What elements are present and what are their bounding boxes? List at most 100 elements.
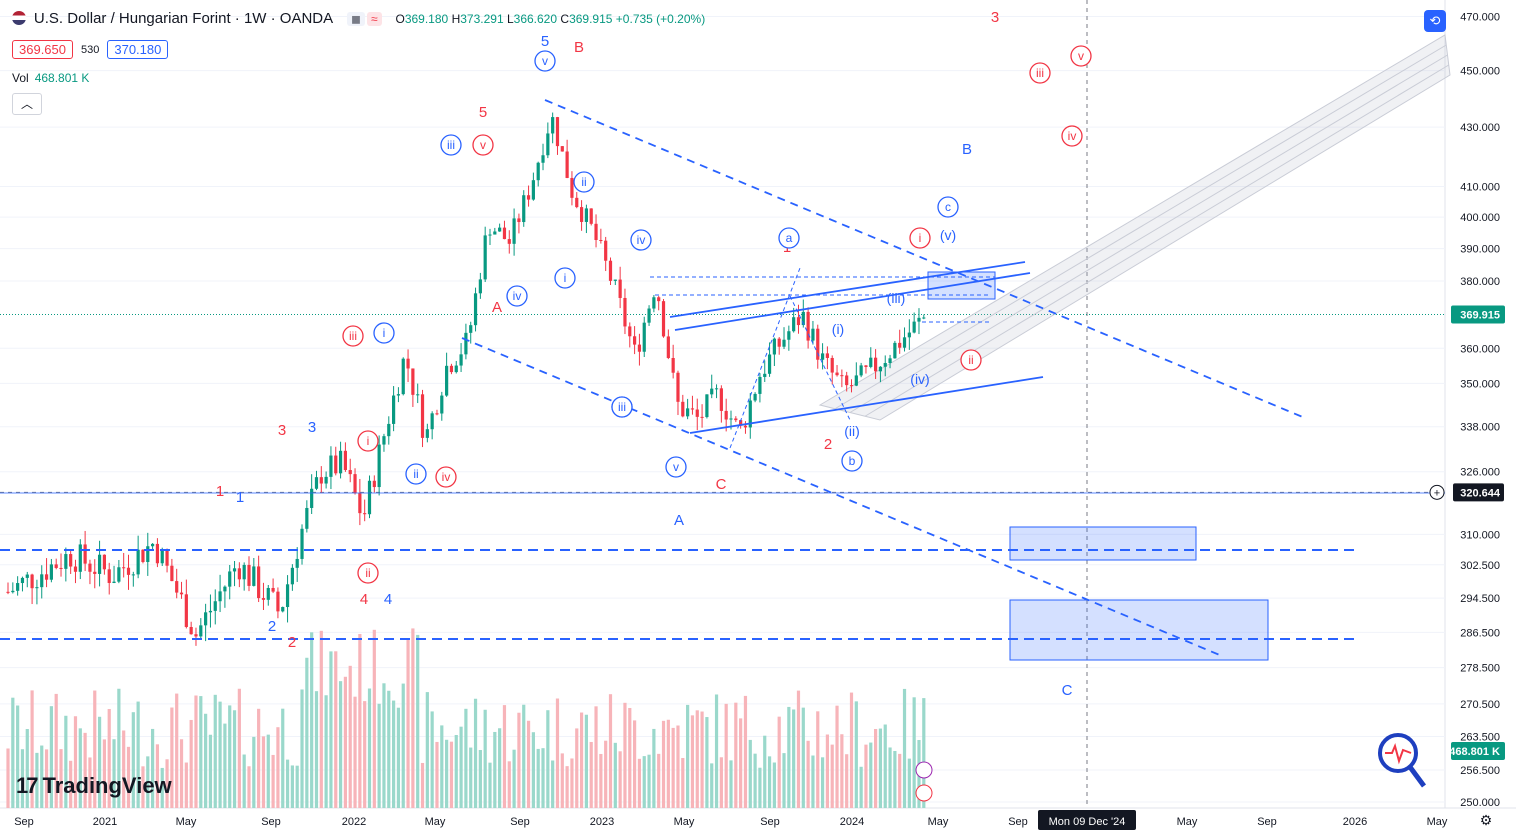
volume-bar (218, 701, 222, 808)
wave-circle (1070, 45, 1092, 67)
candle-body (753, 393, 757, 401)
wave-label: iv (513, 289, 522, 303)
candle-body (285, 584, 290, 608)
crosshair-price-box (1453, 483, 1504, 502)
volume-bar (329, 651, 333, 808)
wave-label: i (367, 434, 370, 448)
time-tick-label: Sep (760, 816, 780, 828)
gear-icon[interactable]: ⚙ (1479, 812, 1493, 828)
search-icon (1378, 733, 1418, 773)
time-tick-label: 2026 (1343, 816, 1367, 828)
auto-scale-icon[interactable]: ⟲ (1424, 10, 1446, 32)
time-axis[interactable]: Sep 2021 May Sep 2022 May Sep 2023 May Sep 2024 May… (14, 810, 1448, 830)
volume-bar (122, 730, 126, 808)
candle-body (657, 297, 661, 302)
candle-body (281, 607, 285, 612)
candle-body (117, 567, 121, 582)
symbol-title[interactable]: U.S. Dollar / Hungarian Forint · 1W · OA… (33, 10, 334, 27)
candle-body (266, 587, 270, 600)
candle-body (367, 480, 372, 515)
volume-bar (49, 706, 53, 808)
volume-bar (686, 704, 690, 808)
price-axis[interactable]: 470.000 450.000 430.000 410.000 400.000 390.0… (1429, 12, 1505, 810)
candle-body (743, 425, 748, 428)
candle-body (555, 117, 560, 147)
volume-bar (454, 734, 458, 808)
wave-label: iii (447, 138, 455, 152)
candle-body (223, 586, 227, 592)
chevron-up-icon[interactable]: ︿ (12, 93, 42, 115)
time-tick-label: Sep (1257, 816, 1277, 828)
price-tick-label: 390.000 (1460, 244, 1500, 256)
volume-bar (589, 741, 593, 808)
candle-body (112, 581, 116, 583)
time-tick-label: 2024 (840, 816, 864, 828)
volume-bar (392, 700, 396, 808)
candle-body (440, 395, 444, 414)
tradingview-logo[interactable]: 17 TradingView (16, 773, 172, 798)
wave-label: v (480, 138, 486, 152)
wave-label: C (1062, 682, 1073, 699)
volume-bar (710, 763, 714, 808)
sell-button[interactable]: 369.650 (12, 40, 73, 59)
volume-bar (449, 741, 454, 808)
candle-body (575, 197, 579, 208)
price-tick-label: 380.000 (1460, 276, 1500, 288)
wave-label: 5 (541, 33, 549, 50)
volume-bar (777, 716, 781, 808)
volume-bar (367, 688, 372, 808)
volume-bar (411, 628, 415, 808)
wave-circle (909, 227, 931, 249)
buy-button[interactable]: 370.180 (107, 40, 169, 59)
volume-bar (835, 705, 839, 808)
volume-bar (633, 720, 637, 808)
wave-label: v (673, 460, 679, 474)
volume-bar (112, 739, 116, 808)
price-tick-label: 256.500 (1460, 765, 1500, 777)
volume-bar (493, 731, 497, 808)
candle-body (416, 394, 420, 396)
candle-body (724, 410, 728, 420)
wave-label: A (674, 512, 684, 529)
candle-body (107, 569, 111, 583)
crosshair-price-label: 320.644 (1460, 487, 1501, 499)
volume-bar (416, 634, 420, 808)
volume-bar (849, 692, 854, 808)
volume-bar (628, 707, 632, 808)
trend-line (461, 337, 1223, 657)
candle-body (170, 565, 174, 582)
candle-body (59, 567, 63, 569)
volume-bar (204, 713, 208, 808)
wave-circle (534, 50, 556, 72)
volume-bar (483, 709, 487, 808)
volume-bar (878, 728, 883, 808)
volume-bar (242, 754, 246, 808)
candle-body (647, 308, 651, 323)
candle-body (40, 574, 44, 588)
candle-body (382, 436, 386, 445)
candle-body (252, 566, 256, 586)
price-tick-label: 400.000 (1460, 212, 1500, 224)
candle-body (652, 297, 656, 309)
volume-bar (281, 708, 285, 808)
volume-bar (661, 720, 666, 808)
candle-body (199, 625, 203, 637)
volume-bar (20, 749, 25, 808)
volume-bar (893, 750, 897, 808)
volume-bar (695, 710, 699, 808)
volume-bar (93, 690, 97, 808)
volume-bar (792, 709, 796, 808)
volume-bar (88, 757, 92, 808)
time-tick-label: 2022 (342, 816, 366, 828)
compare-icon[interactable]: ◼ (347, 12, 365, 26)
candle-body (579, 207, 584, 222)
candle-body (864, 365, 868, 367)
time-tick-label: 2023 (590, 816, 614, 828)
wave-icon[interactable]: ≈ (367, 12, 382, 26)
candle-body (194, 634, 198, 637)
volume-bar (637, 758, 642, 808)
candle-body (869, 357, 873, 367)
volume-bar (257, 708, 261, 808)
spread-value: 530 (81, 43, 100, 56)
